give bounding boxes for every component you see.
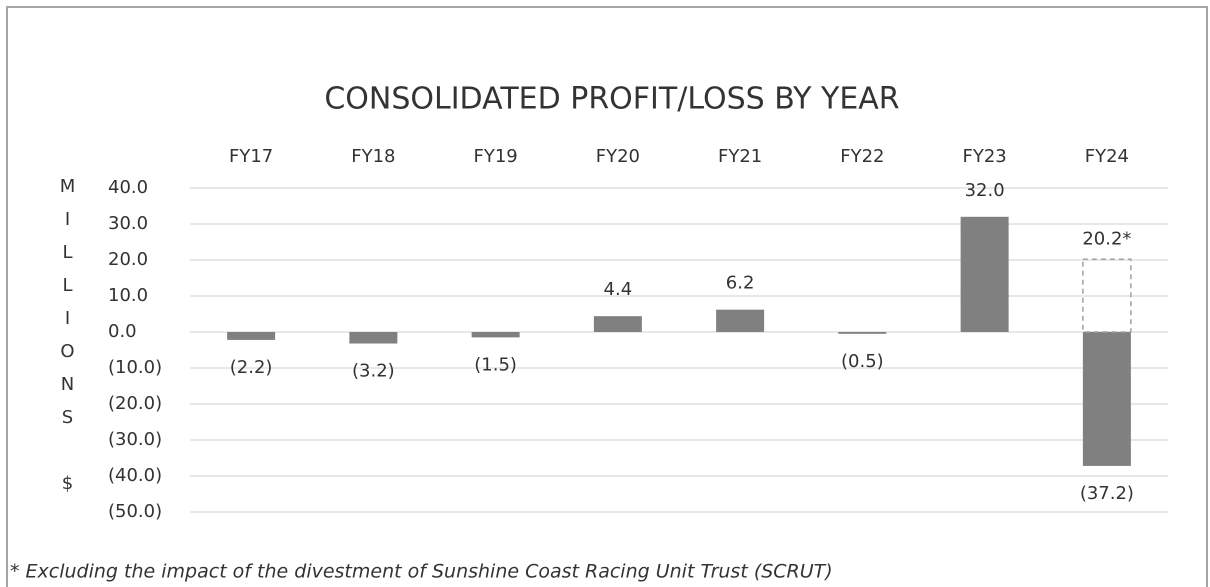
x-tick-label: FY21 <box>718 146 762 167</box>
data-label: (0.5) <box>841 351 884 372</box>
x-tick-label: FY20 <box>596 146 640 167</box>
data-label: 6.2 <box>726 273 755 294</box>
x-tick-label: FY18 <box>351 146 395 167</box>
y-tick-label: 20.0 <box>108 249 148 270</box>
data-label: 4.4 <box>604 279 633 300</box>
bar <box>960 216 1009 332</box>
data-label: (1.5) <box>474 354 517 375</box>
y-tick-label: 10.0 <box>108 285 148 306</box>
bar <box>471 332 520 338</box>
chart-title: CONSOLIDATED PROFIT/LOSS BY YEAR <box>324 82 899 117</box>
bar <box>1082 332 1131 466</box>
y-tick-label: (40.0) <box>108 465 162 486</box>
y-axis-label: MILLIONS $ <box>57 176 78 506</box>
y-tick-label: (10.0) <box>108 357 162 378</box>
bar <box>838 332 887 334</box>
x-tick-label: FY19 <box>473 146 517 167</box>
footnote: * Excluding the impact of the divestment… <box>10 561 833 583</box>
data-label: (2.2) <box>230 357 273 378</box>
frame <box>6 6 1208 587</box>
y-tick-label: (30.0) <box>108 429 162 450</box>
data-label: 32.0 <box>965 180 1005 201</box>
data-label: (3.2) <box>352 361 395 382</box>
adjusted-bar <box>1082 258 1132 333</box>
y-tick-label: (50.0) <box>108 501 162 522</box>
bar <box>593 316 642 332</box>
y-tick-label: (20.0) <box>108 393 162 414</box>
adjusted-label: 20.2* <box>1082 228 1131 249</box>
bar <box>227 332 276 340</box>
x-tick-label: FY22 <box>840 146 884 167</box>
x-tick-label: FY23 <box>962 146 1006 167</box>
x-tick-label: FY24 <box>1085 146 1129 167</box>
y-tick-label: 40.0 <box>108 177 148 198</box>
y-tick-label: 0.0 <box>108 321 137 342</box>
x-tick-label: FY17 <box>229 146 273 167</box>
y-tick-label: 30.0 <box>108 213 148 234</box>
bar <box>349 332 398 344</box>
data-label: (37.2) <box>1080 483 1134 504</box>
bar <box>716 309 765 332</box>
